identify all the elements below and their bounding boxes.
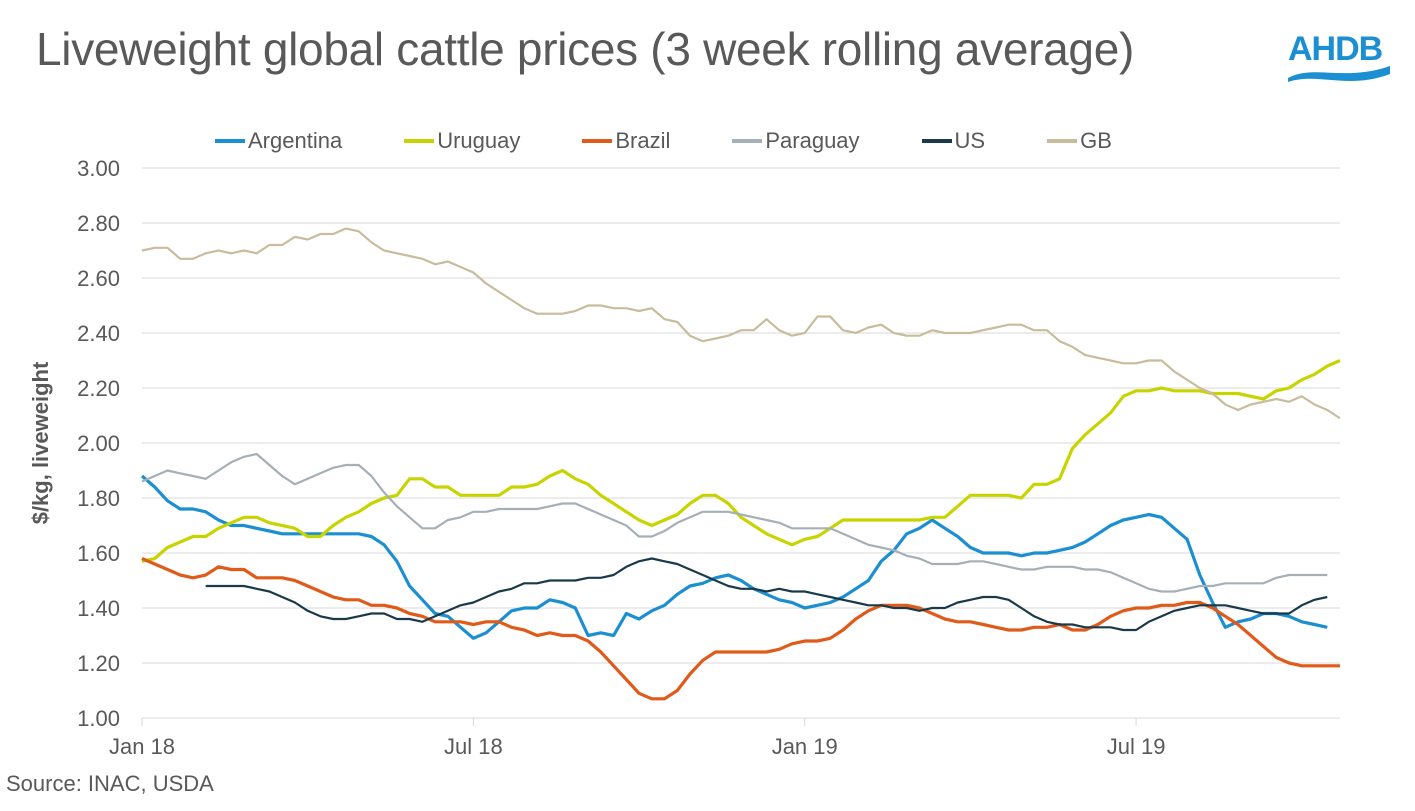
legend-swatch [1047, 139, 1078, 143]
ahdb-logo: AHDB [1284, 30, 1394, 86]
legend-item-paraguay: Paraguay [732, 128, 860, 154]
y-tick-label: 2.60 [77, 266, 120, 291]
legend-item-gb: GB [1047, 128, 1112, 154]
y-tick-label: 2.00 [77, 431, 120, 456]
legend-item-uruguay: Uruguay [404, 128, 520, 154]
source-note: Source: INAC, USDA [6, 771, 214, 796]
legend-swatch [215, 139, 245, 143]
legend-swatch [732, 139, 763, 143]
y-tick-label: 1.60 [77, 541, 120, 566]
y-tick-label: 2.40 [77, 321, 120, 346]
y-tick-label: 1.00 [77, 706, 120, 731]
legend-label: Brazil [615, 128, 671, 153]
y-axis-label: $/kg, liveweight [28, 361, 53, 524]
y-tick-label: 1.80 [77, 486, 120, 511]
legend-label: Argentina [248, 128, 343, 153]
legend-item-brazil: Brazil [582, 128, 670, 154]
chart-title: Liveweight global cattle prices (3 week … [36, 23, 1135, 75]
legend-label: US [954, 128, 986, 153]
legend-label: Uruguay [437, 128, 521, 153]
legend: Argentina Uruguay Brazil Paraguay US GB [215, 128, 1112, 154]
legend-item-argentina: Argentina [215, 128, 342, 154]
series-line-brazil [141, 557, 1340, 701]
legend-label: GB [1080, 128, 1112, 153]
series-line-us [205, 557, 1328, 632]
series-line-argentina [140, 474, 1328, 640]
y-tick-label: 2.80 [77, 211, 120, 236]
x-tick-label: Jul 18 [444, 734, 503, 759]
x-tick-label: Jul 19 [1107, 734, 1166, 759]
x-tick-label: Jan 19 [772, 734, 838, 759]
y-tick-label: 3.00 [77, 156, 120, 181]
legend-item-us: US [921, 128, 986, 154]
x-tick-label: Jan 18 [109, 734, 175, 759]
series-line-uruguay [141, 359, 1341, 563]
legend-swatch [404, 139, 435, 143]
logo-text: AHDB [1288, 30, 1383, 68]
legend-swatch [582, 139, 613, 143]
y-tick-label: 1.20 [77, 651, 120, 676]
y-tick-label: 2.20 [77, 376, 120, 401]
legend-swatch [921, 139, 952, 143]
series-line-gb [141, 227, 1341, 420]
y-tick-label: 1.40 [77, 596, 120, 621]
series-line-paraguay [141, 452, 1328, 593]
legend-label: Paraguay [765, 128, 860, 153]
logo-wave-icon [1288, 66, 1390, 82]
